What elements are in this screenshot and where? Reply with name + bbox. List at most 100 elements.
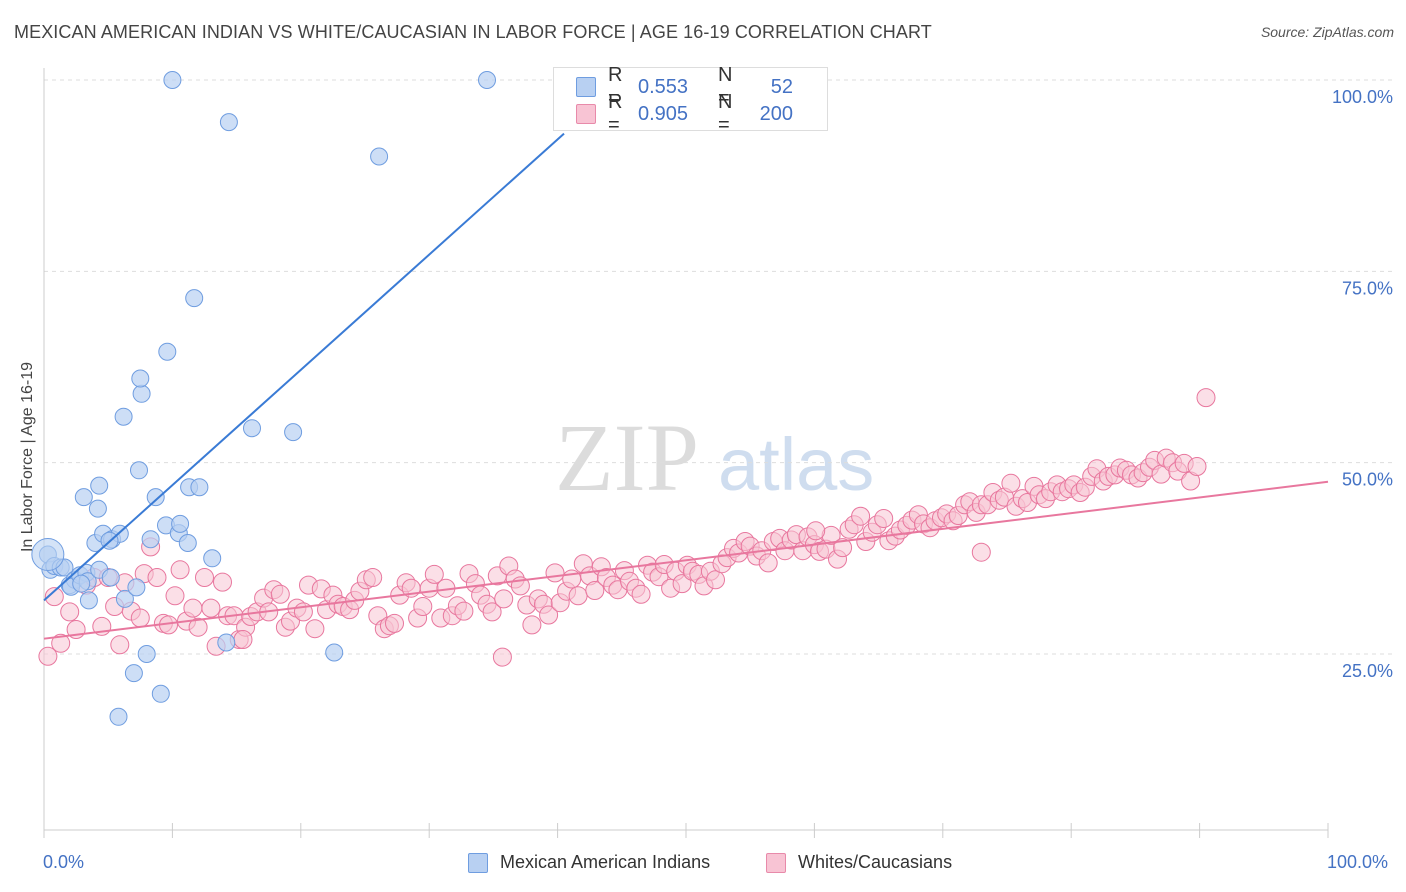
r-label: R = xyxy=(608,64,623,109)
point-mexican-american-indian xyxy=(124,664,143,683)
legend-swatch-white xyxy=(766,852,786,873)
point-white-caucasian xyxy=(482,602,502,622)
point-white-caucasian xyxy=(568,586,588,606)
stats-row-white: R = 0.905 N = 200 xyxy=(576,91,793,136)
n-value-white: 200 xyxy=(759,102,793,125)
point-white-caucasian xyxy=(454,601,474,621)
point-white-caucasian xyxy=(38,646,58,666)
point-white-caucasian xyxy=(851,506,871,526)
point-white-caucasian xyxy=(672,574,692,594)
point-mexican-american-indian xyxy=(185,289,204,308)
point-mexican-american-indian xyxy=(217,633,236,652)
legend-item-mexican: Mexican American Indians xyxy=(468,852,710,873)
legend-label-mexican: Mexican American Indians xyxy=(500,852,711,872)
n-label: N = xyxy=(718,64,733,109)
point-mexican-american-indian xyxy=(478,71,496,89)
point-mexican-american-indian xyxy=(284,423,303,442)
point-white-caucasian xyxy=(424,564,444,584)
point-mexican-american-indian xyxy=(137,645,156,663)
point-white-caucasian xyxy=(833,538,853,558)
point-white-caucasian xyxy=(188,617,208,637)
axes xyxy=(43,68,1329,838)
r-value-mexican: 0.553 xyxy=(638,75,689,98)
point-white-caucasian xyxy=(492,647,512,667)
y-tick-label: 75.0% xyxy=(1342,278,1393,298)
point-mexican-american-indian xyxy=(88,499,107,518)
point-white-caucasian xyxy=(585,581,605,600)
point-white-caucasian xyxy=(201,598,221,618)
point-white-caucasian xyxy=(539,605,559,625)
y-tick-label: 100.0% xyxy=(1332,87,1393,107)
y-tick-labels: 25.0% 50.0% 75.0% 100.0% xyxy=(1332,87,1393,681)
data-points xyxy=(31,71,1216,726)
source-label: Source: ZipAtlas.com xyxy=(1260,24,1394,40)
point-white-caucasian xyxy=(60,602,80,622)
point-mexican-american-indian xyxy=(74,488,93,507)
r-label: R = xyxy=(608,91,623,136)
point-mexican-american-indian xyxy=(115,589,134,608)
point-mexican-american-indian xyxy=(90,476,109,495)
point-white-caucasian xyxy=(51,633,71,653)
point-mexican-american-indian xyxy=(243,419,261,438)
stats-legend: R = 0.553 N = 52 R = 0.905 N = 200 xyxy=(553,64,828,136)
chart-title: MEXICAN AMERICAN INDIAN VS WHITE/CAUCASI… xyxy=(14,22,932,42)
stats-row-mexican: R = 0.553 N = 52 xyxy=(576,64,793,109)
n-label: N = xyxy=(718,91,733,136)
point-white-caucasian xyxy=(874,509,894,528)
point-white-caucasian xyxy=(270,584,290,604)
point-white-caucasian xyxy=(1187,457,1207,476)
legend-label-white: Whites/Caucasians xyxy=(798,852,953,872)
point-white-caucasian xyxy=(363,568,383,587)
point-mexican-american-indian-large xyxy=(31,538,65,572)
point-mexican-american-indian xyxy=(72,574,91,593)
point-white-caucasian xyxy=(1001,473,1021,493)
point-white-caucasian xyxy=(213,572,232,592)
point-mexican-american-indian xyxy=(146,488,165,507)
point-white-caucasian xyxy=(806,521,826,541)
r-value-white: 0.905 xyxy=(638,102,689,125)
point-white-caucasian xyxy=(170,560,190,580)
point-white-caucasian xyxy=(494,589,514,609)
n-value-mexican: 52 xyxy=(770,75,793,98)
point-white-caucasian xyxy=(110,635,130,655)
trend-line-mexican xyxy=(43,132,565,602)
point-white-caucasian xyxy=(385,613,404,633)
point-mexican-american-indian xyxy=(325,643,344,662)
point-mexican-american-indian xyxy=(101,568,120,587)
legend-item-white: Whites/Caucasians xyxy=(766,852,952,873)
trend-line-white xyxy=(43,480,1329,640)
point-mexican-american-indian xyxy=(151,684,170,703)
point-white-caucasian xyxy=(706,570,725,590)
point-mexican-american-indian xyxy=(141,530,160,549)
point-white-caucasian xyxy=(233,630,253,649)
point-mexican-american-indian xyxy=(370,147,389,166)
x-tick-min: 0.0% xyxy=(43,852,85,872)
point-white-caucasian xyxy=(971,542,991,562)
point-mexican-american-indian xyxy=(219,113,238,132)
point-mexican-american-indian xyxy=(190,478,209,497)
point-white-caucasian xyxy=(183,598,203,618)
point-mexican-american-indian xyxy=(178,534,197,552)
x-tick-max: 100.0% xyxy=(1327,852,1389,872)
point-white-caucasian xyxy=(147,568,167,587)
point-white-caucasian xyxy=(195,568,214,587)
y-axis-label: In Labor Force | Age 16-19 xyxy=(19,361,36,553)
point-mexican-american-indian xyxy=(109,707,128,726)
point-mexican-american-indian xyxy=(132,384,151,403)
y-tick-label: 50.0% xyxy=(1342,470,1393,490)
swatch-mexican xyxy=(576,77,596,97)
swatch-white xyxy=(576,104,596,124)
point-white-caucasian xyxy=(522,615,542,635)
point-white-caucasian xyxy=(44,587,64,607)
y-tick-label: 25.0% xyxy=(1342,661,1393,681)
point-mexican-american-indian xyxy=(158,342,177,361)
point-mexican-american-indian xyxy=(171,514,190,533)
point-white-caucasian xyxy=(631,584,651,604)
watermark-zip: ZIP xyxy=(555,404,699,511)
legend-swatch-mexican xyxy=(468,852,488,873)
point-mexican-american-indian xyxy=(131,369,150,388)
point-mexican-american-indian xyxy=(203,549,222,568)
point-white-caucasian xyxy=(165,586,185,606)
point-white-caucasian xyxy=(130,608,150,628)
